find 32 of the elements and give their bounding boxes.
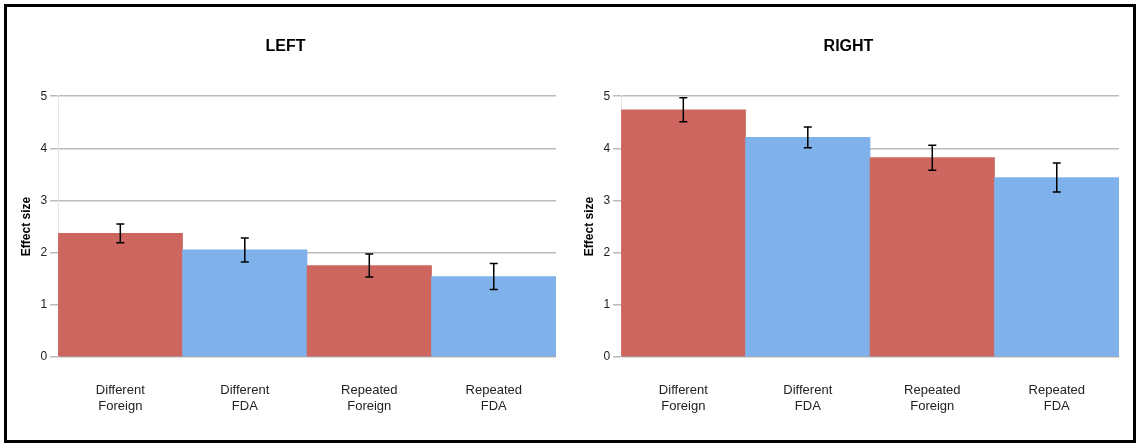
bar (869, 157, 995, 357)
y-tick-label: 2 (603, 244, 611, 259)
y-tick-label: 0 (40, 349, 48, 364)
y-tick-label: 4 (603, 140, 611, 155)
x-tick-label: Different FDA (220, 382, 270, 413)
bar (58, 232, 183, 357)
bar (994, 177, 1119, 357)
chart-title: RIGHT (823, 37, 874, 55)
x-tick-label: Different Foreign (658, 382, 709, 413)
y-tick-label: 4 (40, 140, 48, 155)
y-tick-label: 3 (603, 192, 611, 207)
y-tick-label: 5 (603, 88, 611, 103)
y-tick-label: 2 (40, 244, 48, 259)
y-tick-label: 1 (40, 296, 48, 311)
x-tick-label: Different Foreign (95, 382, 146, 413)
bar (621, 109, 746, 357)
x-tick-label: Different FDA (783, 382, 833, 413)
y-axis-title: Effect size (18, 196, 33, 257)
bar (431, 276, 556, 357)
x-tick-label: Repeated FDA (1028, 382, 1085, 413)
chart-title: LEFT (265, 37, 306, 55)
bar (306, 265, 432, 357)
bar (745, 137, 871, 357)
y-tick-label: 0 (603, 349, 611, 364)
y-axis-title: Effect size (581, 196, 596, 257)
x-tick-label: Repeated FDA (465, 382, 522, 413)
y-tick-label: 3 (40, 192, 48, 207)
x-tick-label: Repeated Foreign (904, 382, 961, 413)
bar (182, 249, 308, 357)
x-tick-label: Repeated Foreign (341, 382, 398, 413)
y-tick-label: 1 (603, 296, 611, 311)
y-tick-label: 5 (40, 88, 48, 103)
